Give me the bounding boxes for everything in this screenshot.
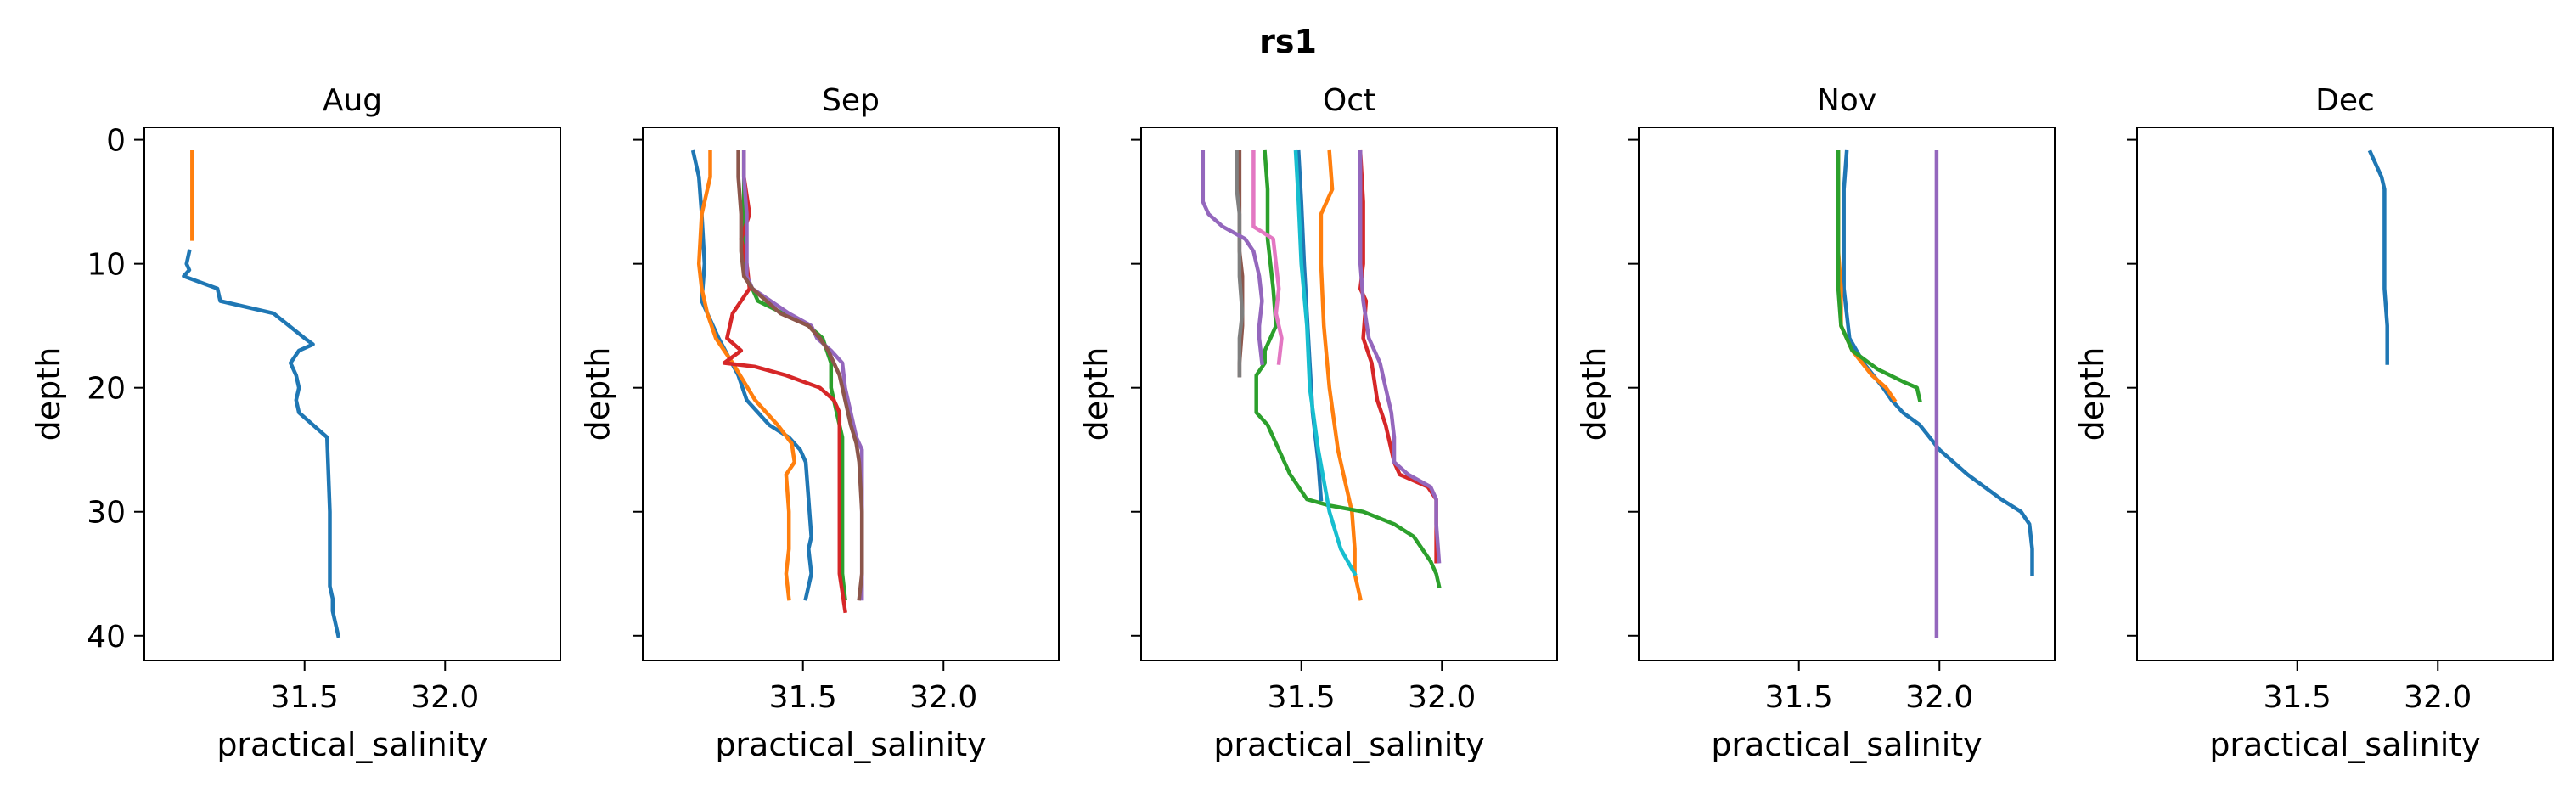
series-line <box>1836 149 1922 402</box>
x-tick-label: 32.0 <box>2404 680 2472 715</box>
panel-title: Nov <box>1817 83 1876 118</box>
panel-oct: Oct 31.5 32.0 practical_salinity depth <box>1077 83 1558 763</box>
panel-title: Aug <box>323 83 382 118</box>
y-axis-label: depth <box>579 347 616 441</box>
y-axis-label: depth <box>1077 347 1115 441</box>
series-line <box>1319 149 1363 601</box>
series-line <box>2367 149 2389 365</box>
figure-title: rs1 <box>1259 23 1317 60</box>
x-tick-label: 32.0 <box>909 680 977 715</box>
axes-frame <box>1140 127 1558 661</box>
series-line <box>1358 149 1438 564</box>
series-line <box>696 149 797 601</box>
series-group <box>690 149 864 614</box>
x-axis-label: practical_salinity <box>217 726 487 763</box>
y-tick-label: 20 <box>87 372 126 407</box>
panel-nov: Nov 31.5 32.0 practical_salinity depth <box>1575 83 2056 763</box>
y-tick-label: 30 <box>87 496 126 531</box>
series-line <box>182 249 341 638</box>
series-line <box>741 149 864 601</box>
panel-aug: Aug 0 10 20 30 40 31.5 32.0 practical_salinity de… <box>30 83 561 763</box>
panel-sep: Sep 31.5 32.0 practical_salinity depth <box>579 83 1060 763</box>
series-group <box>1201 149 1442 601</box>
x-axis-label: practical_salinity <box>1213 726 1484 763</box>
x-tick-label: 32.0 <box>411 680 479 715</box>
series-line <box>736 149 864 601</box>
series-line <box>690 149 813 601</box>
y-tick-label: 0 <box>106 124 126 159</box>
x-axis-label: practical_salinity <box>1711 726 1982 763</box>
series-line <box>1358 149 1442 564</box>
y-tick-label: 10 <box>87 248 126 283</box>
series-line <box>1254 149 1442 589</box>
x-tick-label: 31.5 <box>769 680 837 715</box>
y-axis-label: depth <box>30 347 67 441</box>
y-axis-label: depth <box>1575 347 1612 441</box>
y-tick-label: 40 <box>87 620 126 655</box>
panel-title: Dec <box>2315 83 2375 118</box>
x-tick-label: 31.5 <box>271 680 339 715</box>
axes-frame <box>642 127 1060 661</box>
panels: Aug 0 10 20 30 40 31.5 32.0 practical_salinity de… <box>30 83 2554 763</box>
series-line <box>741 149 847 601</box>
x-axis-label: practical_salinity <box>715 726 986 763</box>
x-tick-label: 32.0 <box>1408 680 1476 715</box>
panel-title: Oct <box>1323 83 1375 118</box>
axes-frame <box>2136 127 2554 661</box>
x-tick-label: 32.0 <box>1905 680 1973 715</box>
x-tick-label: 31.5 <box>2264 680 2331 715</box>
series-group <box>1836 149 2034 638</box>
series-line <box>1235 149 1245 378</box>
x-tick-label: 31.5 <box>1268 680 1336 715</box>
x-axis-label: practical_salinity <box>2209 726 2480 763</box>
axes-frame <box>143 127 561 661</box>
panel-dec: Dec 31.5 32.0 practical_salinity depth <box>2073 83 2554 763</box>
axes-frame <box>1638 127 2056 661</box>
panel-title: Sep <box>822 83 880 118</box>
series-line <box>1293 149 1358 576</box>
series-line <box>1251 149 1284 365</box>
series-line <box>1842 149 2034 576</box>
series-group <box>182 149 341 638</box>
series-line <box>1201 149 1264 365</box>
x-tick-label: 31.5 <box>1765 680 1833 715</box>
y-axis-label: depth <box>2073 347 2111 441</box>
series-group <box>2367 149 2389 365</box>
